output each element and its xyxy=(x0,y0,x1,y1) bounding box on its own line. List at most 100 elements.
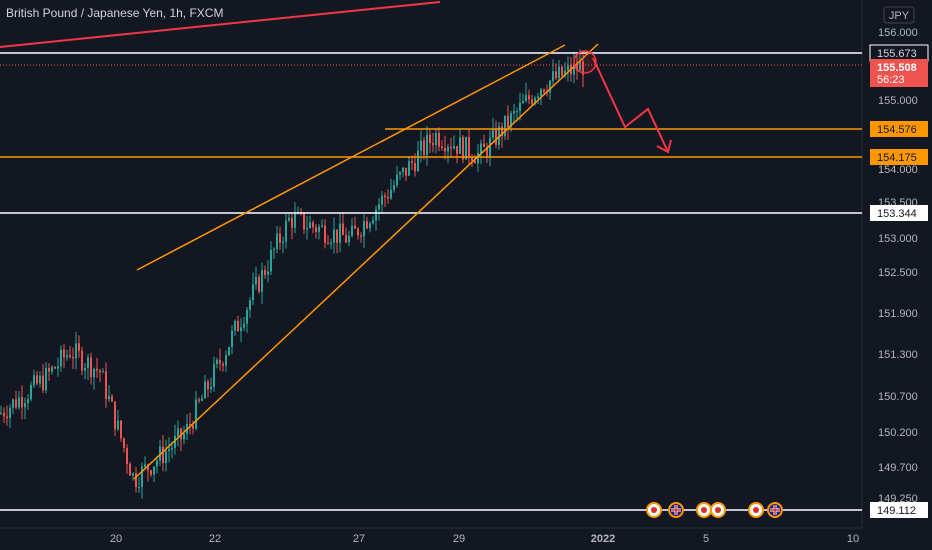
candle-body xyxy=(285,220,287,242)
candle-body xyxy=(90,357,92,378)
candle-body xyxy=(57,366,59,369)
candle-body xyxy=(312,222,314,228)
candle-body xyxy=(243,323,245,328)
event-flag-icon[interactable] xyxy=(710,502,726,518)
currency-badge[interactable] xyxy=(883,6,915,24)
candle-body xyxy=(279,233,281,243)
time-tick: 22 xyxy=(209,533,221,545)
candle-body xyxy=(87,357,89,369)
candle-body xyxy=(414,163,416,172)
candle-body xyxy=(75,343,77,359)
price-tick: 149.700 xyxy=(878,462,918,474)
price-axis-panel xyxy=(862,0,932,550)
candle-body xyxy=(468,136,470,158)
wedge-lower-line[interactable] xyxy=(133,43,599,480)
candle-body xyxy=(411,161,413,164)
candle-body xyxy=(171,447,173,450)
highlight-circle[interactable] xyxy=(573,50,597,74)
event-flag-icon[interactable] xyxy=(646,502,662,518)
candle-body xyxy=(27,399,29,404)
event-flag-icon[interactable] xyxy=(696,502,712,518)
candle-body xyxy=(180,428,182,440)
candle-body xyxy=(210,386,212,390)
candle-body xyxy=(3,412,5,417)
countdown-label: 56:23 xyxy=(877,74,905,86)
candle-body xyxy=(459,137,461,154)
candle-body xyxy=(501,126,503,137)
candle-body xyxy=(303,212,305,230)
price-tag-label: 153.344 xyxy=(877,208,917,220)
candle-body xyxy=(195,399,197,429)
red-trend-line[interactable] xyxy=(0,1,441,48)
candle-body xyxy=(159,446,161,461)
candle-body xyxy=(510,113,512,128)
price-tick: 154.000 xyxy=(878,164,918,176)
candle-body xyxy=(333,229,335,243)
candle-body xyxy=(582,61,584,75)
time-tick: 2022 xyxy=(591,533,615,545)
candle-body xyxy=(156,460,158,467)
price-tick: 153.000 xyxy=(878,233,918,245)
candle-body xyxy=(417,150,419,172)
candle-body xyxy=(336,229,338,243)
uk-flag-icon[interactable] xyxy=(668,502,684,518)
candle-body xyxy=(540,89,542,97)
candle-body xyxy=(150,470,152,475)
uk-flag-icon[interactable] xyxy=(767,502,783,518)
candle-body xyxy=(12,399,14,408)
candle-body xyxy=(393,185,395,190)
candle-body xyxy=(498,126,500,145)
candle-body xyxy=(276,233,278,249)
candle-body xyxy=(360,235,362,237)
candle-body xyxy=(435,132,437,146)
candle-body xyxy=(579,61,581,71)
candle-body xyxy=(423,140,425,155)
candle-body xyxy=(309,222,311,228)
candle-body xyxy=(528,95,530,100)
candle-body xyxy=(381,195,383,205)
projection-path[interactable] xyxy=(592,57,669,153)
price-tag-155673: 155.673 xyxy=(869,44,929,62)
candle-body xyxy=(522,101,524,104)
event-flag-icon[interactable] xyxy=(748,502,764,518)
candle-body xyxy=(576,63,578,71)
candle-body xyxy=(339,223,341,243)
candle-body xyxy=(489,137,491,157)
candle-body xyxy=(255,276,257,285)
candle-body xyxy=(240,327,242,332)
candle-body xyxy=(474,161,476,164)
candle-body xyxy=(384,195,386,198)
candle-body xyxy=(537,96,539,99)
candle-body xyxy=(558,66,560,79)
candle-body xyxy=(126,448,128,464)
candle-body xyxy=(30,385,32,400)
candle-body xyxy=(144,464,146,467)
candle-body xyxy=(519,103,521,112)
candle-body xyxy=(165,451,167,464)
candle-body xyxy=(483,143,485,147)
time-tick: 10 xyxy=(847,533,859,545)
wedge-upper-line[interactable] xyxy=(136,44,566,271)
price-tag-label: 149.112 xyxy=(877,505,916,517)
candle-body xyxy=(486,146,488,157)
candle-body xyxy=(45,368,47,391)
candle-body xyxy=(345,235,347,243)
candle-body xyxy=(564,70,566,76)
price-tag-label: 155.673 xyxy=(877,48,917,60)
candle-body xyxy=(219,359,221,364)
candle-body xyxy=(132,473,134,476)
chart-title: British Pound / Japanese Yen, 1h, FXCM xyxy=(6,6,223,20)
candle-body xyxy=(390,189,392,199)
time-tick: 5 xyxy=(703,533,709,545)
candle-body xyxy=(48,368,50,372)
candle-body xyxy=(105,371,107,400)
price-axis-ticks: 156.000 155.000 154.000 153.500 153.000 … xyxy=(878,27,918,505)
candle-body xyxy=(63,349,65,358)
candle-body xyxy=(348,235,350,243)
candle-body xyxy=(18,397,20,408)
candle-body xyxy=(471,157,473,162)
candle-body xyxy=(363,221,365,237)
candle-body xyxy=(60,349,62,367)
projection-arrowhead xyxy=(656,139,672,154)
